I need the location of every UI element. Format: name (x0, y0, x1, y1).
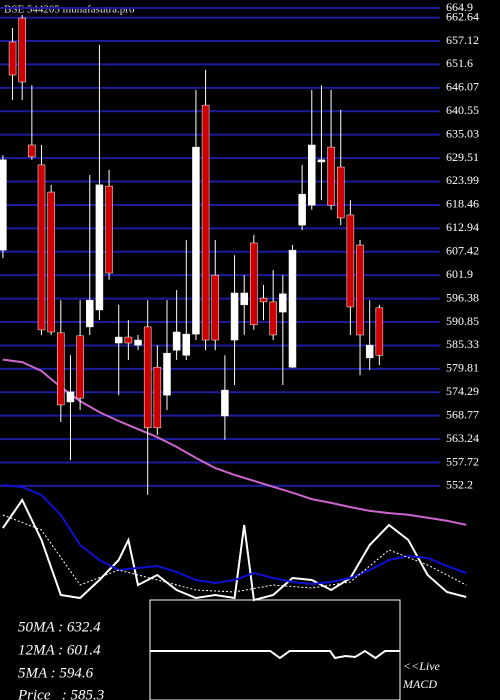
candle-down (250, 242, 258, 326)
y-tick-label: 657.12 (446, 33, 479, 47)
candle-up (182, 333, 191, 356)
indicator-line (2, 484, 467, 586)
candle-up (114, 336, 123, 344)
indicator-line (2, 498, 467, 602)
y-tick-label: 629.51 (446, 150, 479, 164)
candle-up (240, 292, 248, 306)
candle-down (28, 144, 36, 158)
candle-up (230, 292, 239, 341)
y-tick-label: 651.6 (446, 56, 473, 70)
ma-label: 5MA : 594.6 (18, 665, 94, 681)
y-tick-label: 568.77 (446, 407, 479, 421)
macd-label: <<Live (403, 659, 441, 673)
candle-up (66, 391, 75, 403)
y-tick-label: 563.24 (446, 431, 479, 445)
candle-up (86, 299, 94, 328)
candle-down (57, 332, 65, 406)
candle-down (327, 146, 335, 206)
macd-label: MACD (402, 677, 437, 691)
y-tick-label: 618.46 (446, 197, 479, 211)
indicator-line (149, 649, 400, 660)
y-tick-label: 612.94 (446, 220, 479, 234)
candle-up (288, 249, 297, 368)
candle-up (192, 146, 200, 335)
candle-up (317, 159, 326, 163)
candle-up (163, 352, 171, 396)
ma-label: 12MA : 601.4 (18, 642, 101, 658)
y-tick-label: 623.99 (446, 173, 479, 187)
ma-label: 50MA : 632.4 (18, 619, 101, 635)
y-tick-label: 607.42 (446, 244, 479, 258)
candle-down (269, 301, 277, 336)
y-tick-label: 590.85 (446, 314, 479, 328)
candle-down (124, 336, 133, 344)
candle-down (356, 244, 364, 336)
candle-down (346, 214, 355, 308)
candle-down (259, 297, 268, 303)
y-tick-label: 646.07 (446, 80, 479, 94)
y-tick-label: 640.55 (446, 103, 479, 117)
y-tick-label: 574.29 (446, 384, 479, 398)
candle-down (211, 274, 220, 341)
y-tick-label: 635.03 (446, 126, 479, 140)
candle-up (134, 339, 142, 346)
y-tick-label: 552.2 (446, 478, 473, 492)
candle-up (308, 144, 316, 206)
candle-down (76, 335, 84, 399)
indicator-line (2, 514, 467, 593)
candle-down (153, 366, 162, 429)
y-tick-label: 601.9 (446, 267, 473, 281)
y-tick-label: 579.81 (446, 361, 479, 375)
candle-up (0, 159, 7, 251)
candle-down (105, 185, 113, 274)
y-tick-label: 557.72 (446, 454, 479, 468)
candle-up (365, 344, 374, 359)
price-label: Price : 585.3 (17, 687, 104, 700)
candle-down (47, 191, 55, 333)
candle-up (221, 389, 229, 417)
candle-down (201, 104, 210, 341)
candle-down (37, 164, 46, 331)
candle-down (8, 41, 17, 76)
chart-title: BSE 544205 munafasutra.pro (4, 4, 135, 16)
candle-up (279, 293, 287, 313)
candle-down (143, 326, 152, 429)
candle-down (18, 17, 26, 83)
candle-up (298, 193, 306, 226)
y-tick-label: 662.64 (446, 9, 479, 23)
candle-down (375, 307, 384, 356)
y-tick-label: 585.33 (446, 337, 479, 351)
candle-up (172, 331, 181, 351)
candle-down (336, 166, 345, 219)
candle-up (95, 184, 104, 311)
y-tick-label: 596.38 (446, 290, 479, 304)
y-tick-label: 664.9 (446, 0, 473, 14)
